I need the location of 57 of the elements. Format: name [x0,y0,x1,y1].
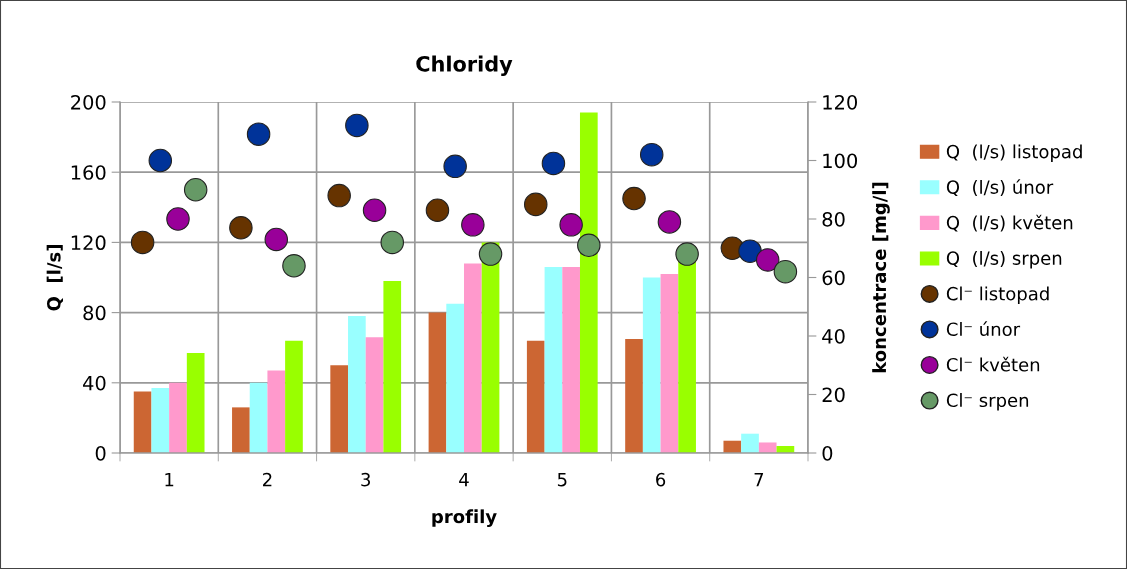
bar [169,382,187,453]
y2-tick-label: 80 [822,211,845,227]
bar [285,340,303,453]
bar [741,433,759,453]
bar [544,266,563,453]
legend-label: Cl⁻ únor [946,321,1021,337]
x-tick-label: 6 [656,472,666,487]
legend-label: Cl⁻ listopad [946,286,1049,304]
x-tick-label: 5 [557,473,567,487]
bar [151,388,170,453]
bar [186,352,205,453]
y-axis-title: Q [l/s] [46,245,64,311]
bar [642,277,661,453]
y2-tick-label: 120 [823,94,858,110]
y2-tick-label: 60 [822,270,845,286]
bar [249,382,268,453]
bar [758,442,777,453]
legend-label: Cl⁻ srpen [946,393,1029,411]
bar [267,370,286,453]
bar [348,316,366,453]
y-tick-label: 0 [95,445,106,461]
legend-label: Q (l/s) únor [946,179,1054,197]
bar [464,263,482,453]
y-tick-label: 200 [71,94,106,110]
bar [133,391,152,453]
bar [625,338,643,453]
bar [232,407,250,453]
y-tick-label: 160 [71,165,106,180]
legend-label: Q (l/s) srpen [946,251,1062,269]
y2-tick-label: 0 [822,445,833,461]
bar [579,112,598,453]
y-tick-label: 120 [71,235,106,251]
bar [526,340,545,453]
bar [723,440,742,453]
x-tick-label: 1 [165,473,174,487]
bar [446,303,464,453]
y-tick-label: 80 [83,305,106,321]
x-axis-title: profily [432,509,497,527]
bar [660,273,679,453]
bar [562,266,580,453]
legend-label: Q (l/s) listopad [946,144,1082,162]
bar [383,281,402,453]
x-tick-label: 4 [459,473,469,487]
legend-label: Q (l/s) květen [946,214,1073,232]
bar [365,337,384,453]
y2-tick-label: 20 [822,387,845,403]
y-tick-label: 40 [83,375,106,391]
y2-tick-label: 100 [823,153,858,169]
bar [428,312,447,453]
chart-title: Chloridy [416,55,513,76]
x-tick-label: 3 [361,472,371,487]
legend-label: Cl⁻ květen [946,356,1040,372]
y2-axis-title: koncentrace [mg/l] [872,182,890,373]
x-tick-label: 2 [263,472,272,487]
bar [330,365,349,453]
y2-tick-label: 40 [822,328,845,344]
x-tick-label: 7 [754,473,764,487]
